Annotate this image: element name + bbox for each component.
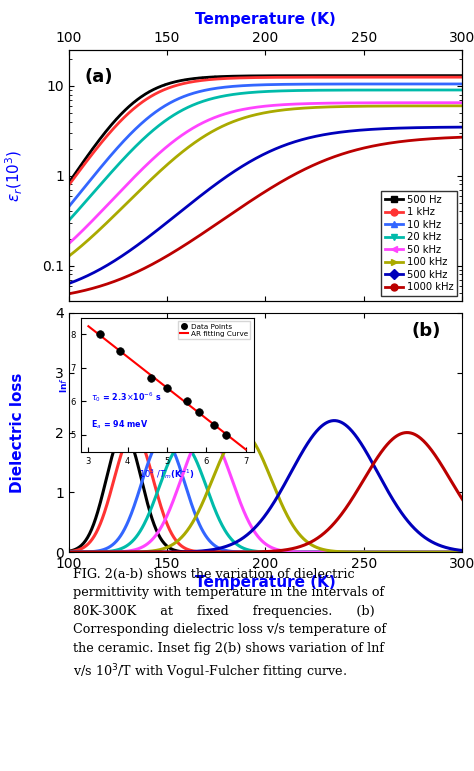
- X-axis label: Temperature (K): Temperature (K): [195, 575, 336, 591]
- Y-axis label: $\varepsilon_r(10^3)$: $\varepsilon_r(10^3)$: [4, 150, 26, 202]
- Y-axis label: Dielectric loss: Dielectric loss: [10, 372, 26, 493]
- X-axis label: Temperature (K): Temperature (K): [195, 12, 336, 27]
- Text: (a): (a): [84, 68, 113, 86]
- Legend: 500 Hz, 1 kHz, 10 kHz, 20 kHz, 50 kHz, 100 kHz, 500 kHz, 1000 kHz: 500 Hz, 1 kHz, 10 kHz, 20 kHz, 50 kHz, 1…: [381, 191, 457, 296]
- Text: (b): (b): [411, 322, 440, 341]
- Text: FIG. 2(a-b) shows the variation of dielectric
permittivity with temperature in t: FIG. 2(a-b) shows the variation of diele…: [73, 567, 386, 682]
